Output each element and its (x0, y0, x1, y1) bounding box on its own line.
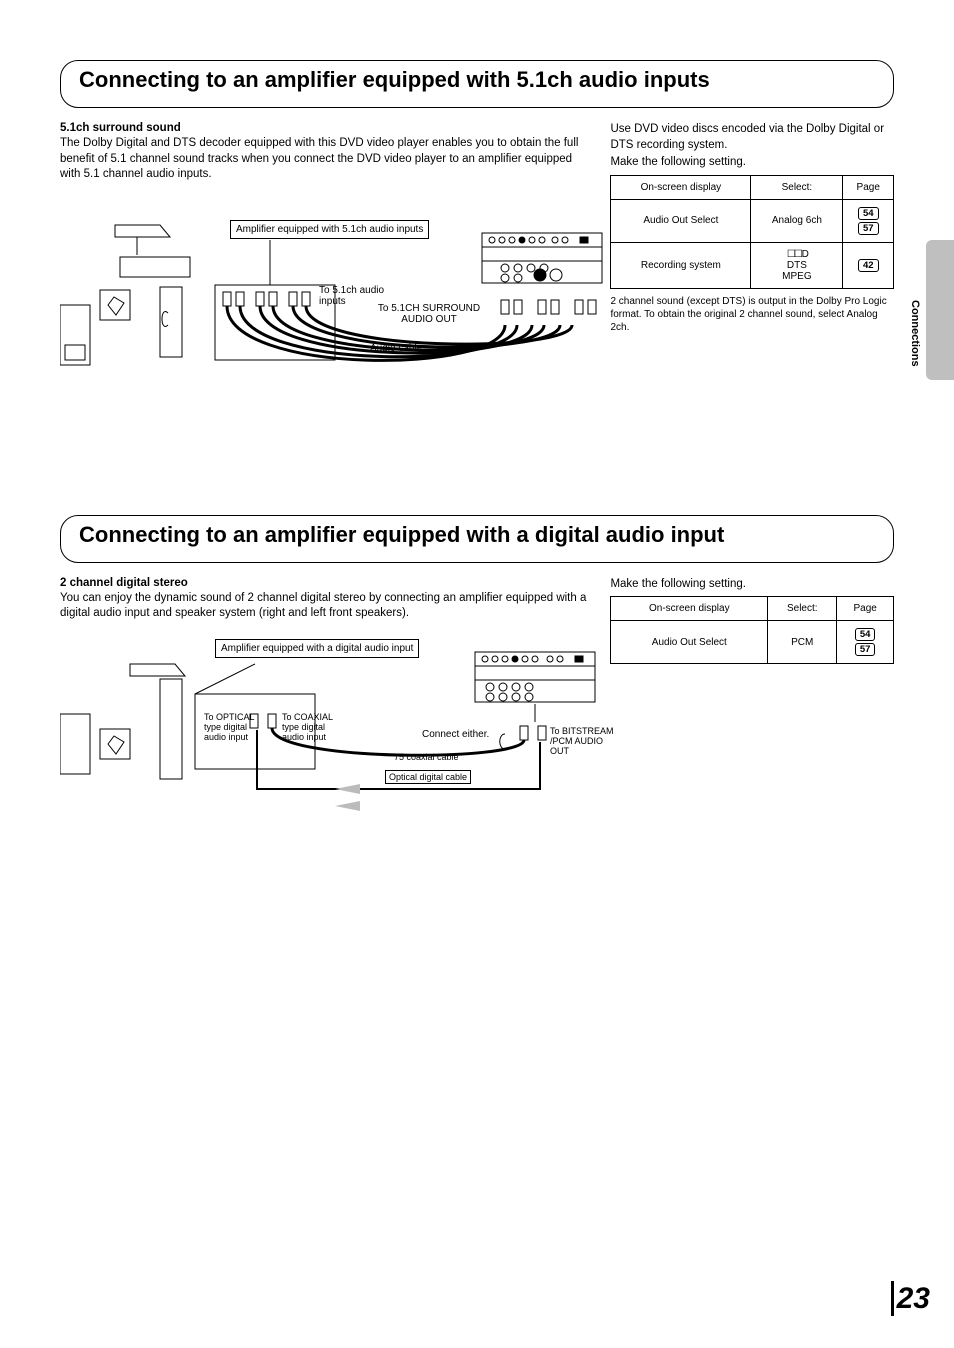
d2-optical-cable: Optical digital cable (385, 770, 471, 784)
s2-r1c3: 54 57 (837, 621, 894, 664)
page-number: 23 (897, 1282, 930, 1316)
page-number-bar (891, 1281, 894, 1316)
s1-r1c1: Audio Out Select (611, 199, 751, 242)
d2-to-out: To BITSTREAM /PCM AUDIO OUT (550, 726, 618, 756)
section2-title-box: Connecting to an amplifier equipped with… (60, 515, 894, 563)
section1-title: Connecting to an amplifier equipped with… (79, 67, 875, 93)
side-tab (926, 240, 954, 380)
s2-r1c1: Audio Out Select (611, 621, 768, 664)
d2-connect: Connect either. (422, 729, 489, 740)
s1-th2: Select: (751, 175, 843, 199)
section2-diagram: Amplifier equipped with a digital audio … (60, 634, 586, 824)
section1-right-caption: Make the following setting. (610, 155, 894, 171)
section1-content: 5.1ch surround sound The Dolby Digital a… (60, 122, 894, 395)
section1-subhead: 5.1ch surround sound (60, 122, 586, 134)
d1-to-surround: To 5.1CH SURROUND AUDIO OUT (364, 303, 494, 325)
d2-amp-label: Amplifier equipped with a digital audio … (215, 639, 419, 658)
s1-r2c3: 42 (843, 242, 894, 288)
s2-th3: Page (837, 597, 894, 621)
s2-th2: Select: (768, 597, 837, 621)
s2-th1: On-screen display (611, 597, 768, 621)
section1-title-box: Connecting to an amplifier equipped with… (60, 60, 894, 108)
d2-coax-in: To COAXIAL type digital audio input (282, 712, 342, 742)
d1-amp-label: Amplifier equipped with 5.1ch audio inpu… (230, 220, 429, 239)
s1-r1c3: 54 57 (843, 199, 894, 242)
s1-th3: Page (843, 175, 894, 199)
d2-optical-in: To OPTICAL type digital audio input (204, 712, 256, 742)
d2-coax-cable: 75 coaxial cable (394, 752, 459, 762)
section1-table: On-screen display Select: Page Audio Out… (610, 175, 894, 289)
s1-r2c2: ☐☐ D DTS MPEG (751, 242, 843, 288)
section2-body: You can enjoy the dynamic sound of 2 cha… (60, 591, 586, 622)
section1-body: The Dolby Digital and DTS decoder equipp… (60, 136, 586, 183)
section2-subhead: 2 channel digital stereo (60, 577, 586, 589)
s1-r2c1: Recording system (611, 242, 751, 288)
side-tab-label: Connections (909, 300, 921, 367)
diagram2-svg (60, 634, 630, 824)
s2-r1c2: PCM (768, 621, 837, 664)
s1-r1c2: Analog 6ch (751, 199, 843, 242)
section1-diagram: Amplifier equipped with 5.1ch audio inpu… (60, 195, 586, 395)
section2-table: On-screen display Select: Page Audio Out… (610, 596, 894, 664)
d1-cable: Audio cable (370, 343, 422, 354)
section2-right-caption: Make the following setting. (610, 577, 894, 593)
section2-content: 2 channel digital stereo You can enjoy t… (60, 577, 894, 824)
s1-th1: On-screen display (611, 175, 751, 199)
section1-note: 2 channel sound (except DTS) is output i… (610, 295, 894, 334)
section1-right-lead: Use DVD video discs encoded via the Dolb… (610, 122, 894, 153)
section2-title: Connecting to an amplifier equipped with… (79, 522, 875, 548)
